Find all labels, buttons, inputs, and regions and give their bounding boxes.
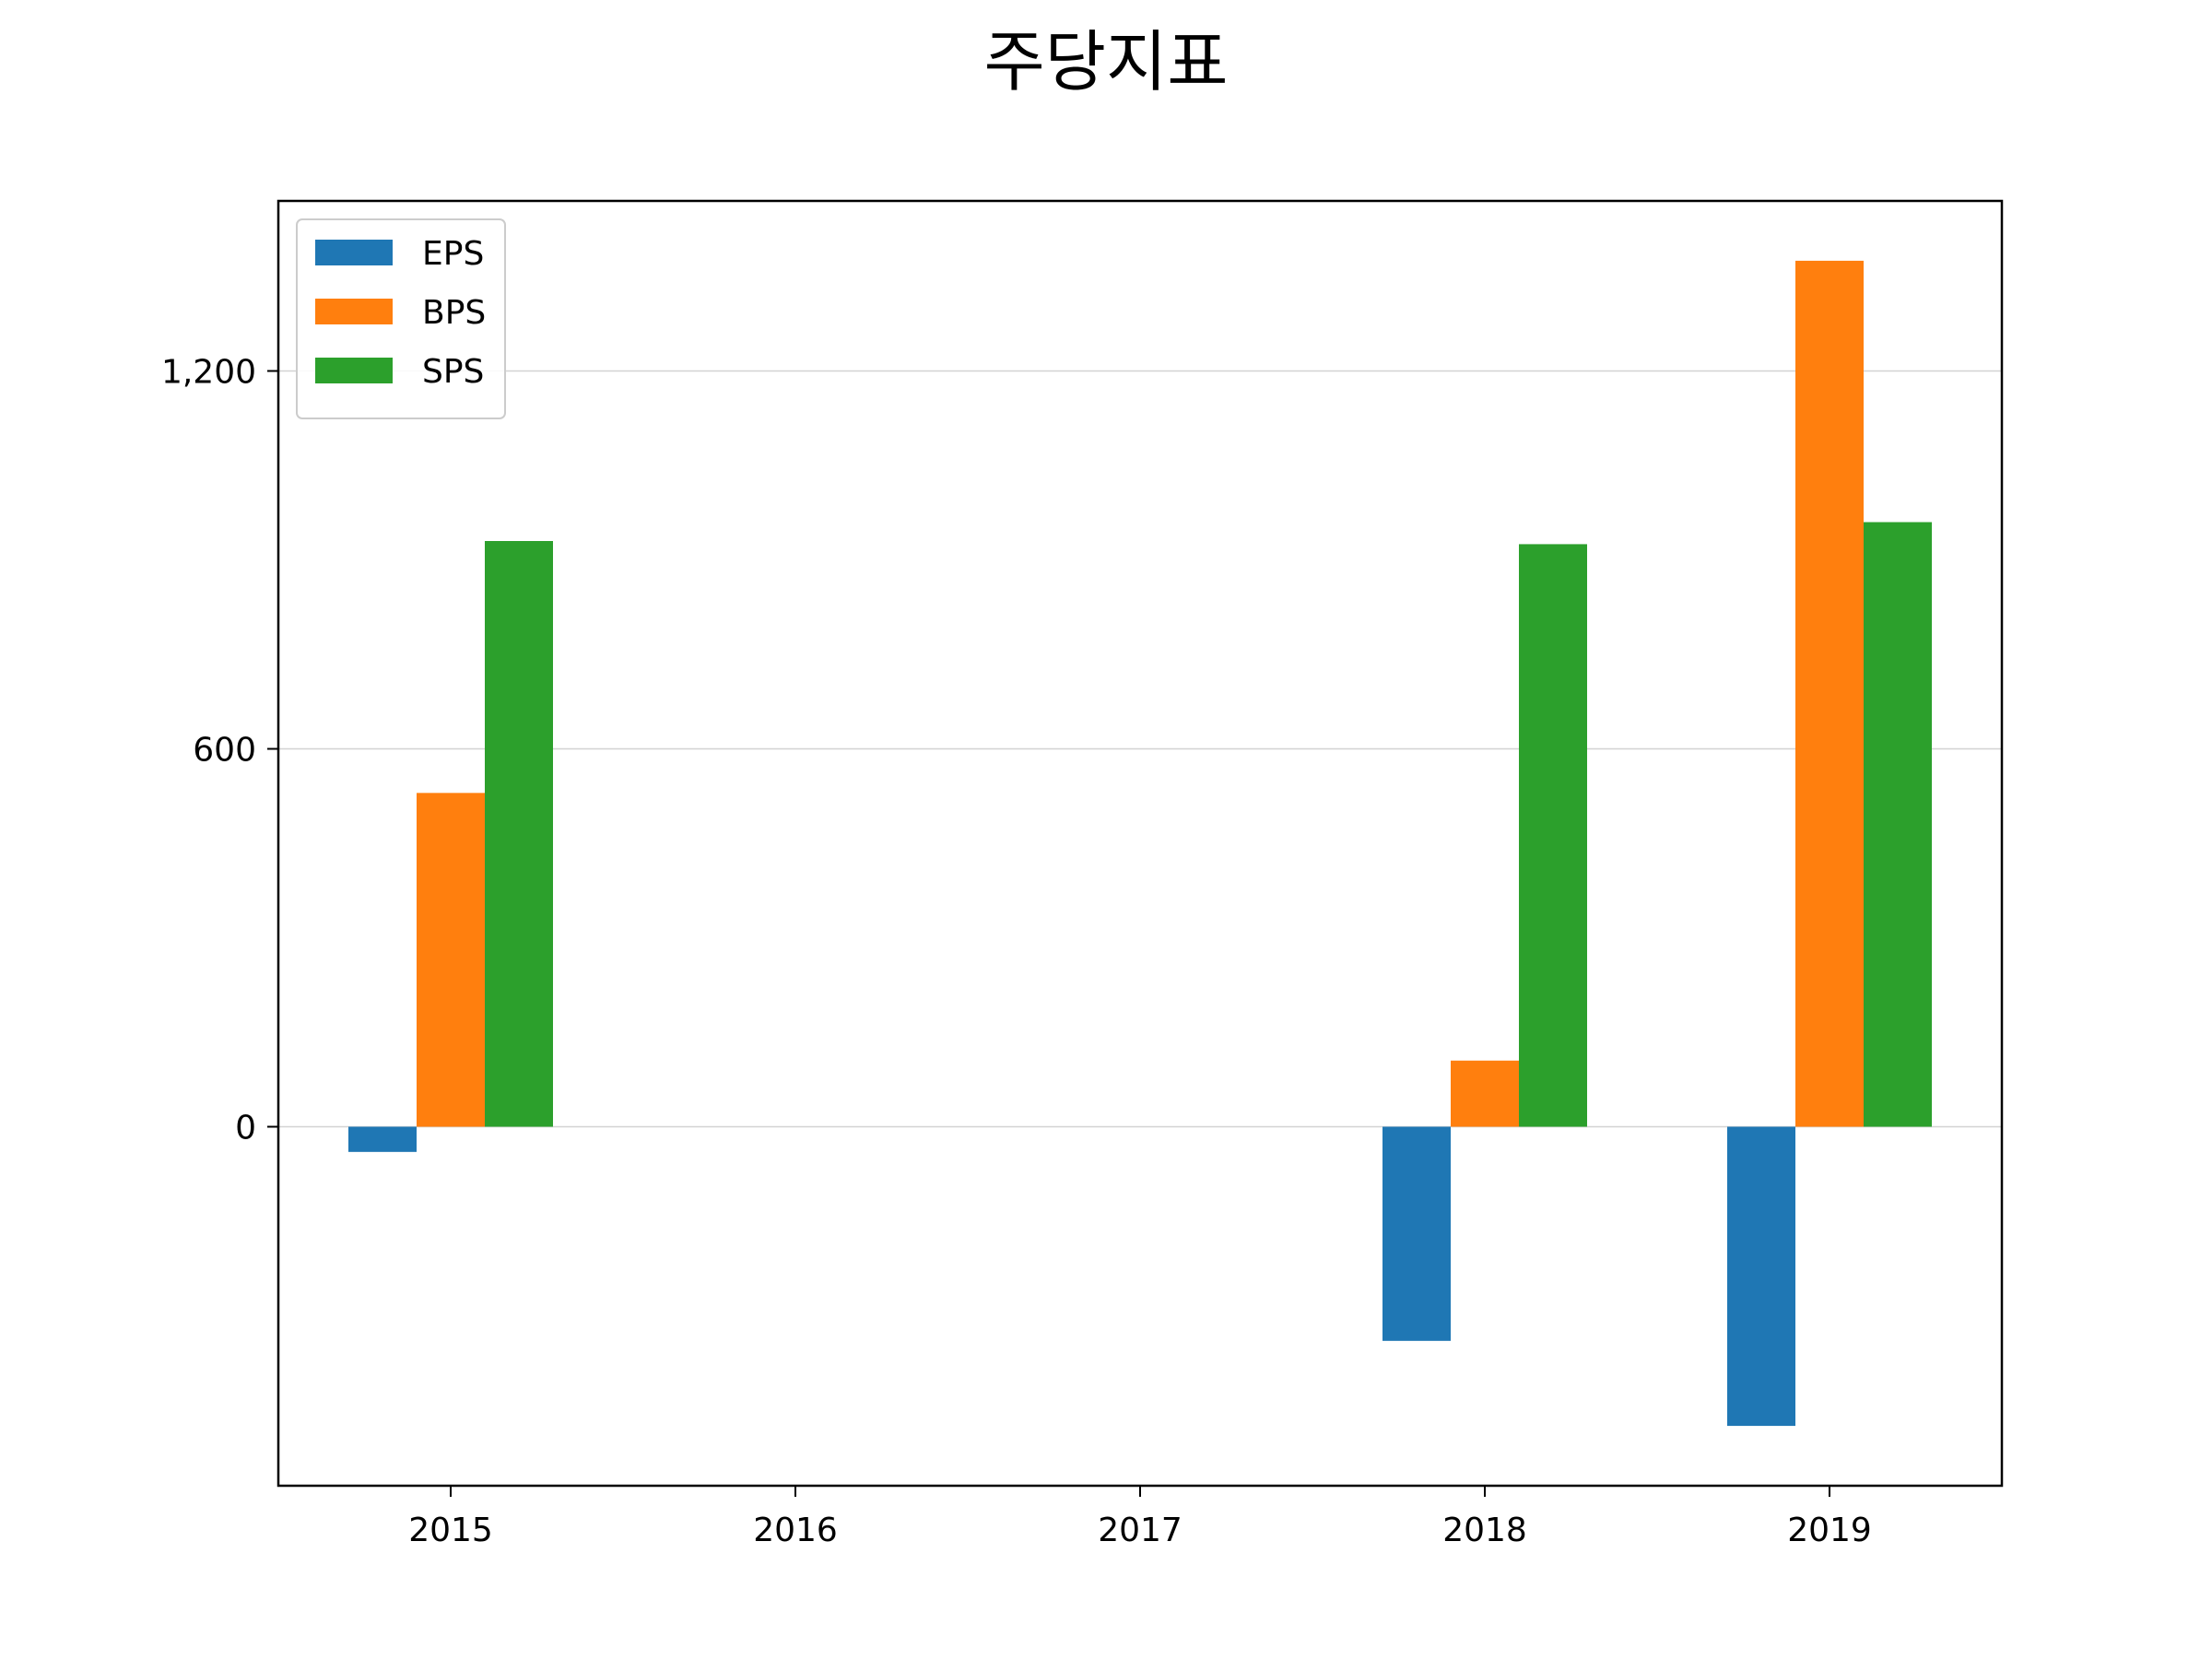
x-tick-label: 2019 <box>1787 1512 1872 1549</box>
bar-sps-2015 <box>485 541 553 1127</box>
x-tick-label: 2017 <box>1098 1512 1182 1549</box>
y-axis: 0 600 1,200 <box>161 354 278 1147</box>
x-tick-label: 2015 <box>408 1512 493 1549</box>
bar-sps-2019 <box>1864 523 1932 1127</box>
bars <box>348 261 1932 1426</box>
legend-label-bps: BPS <box>422 294 486 332</box>
legend-label-eps: EPS <box>422 235 484 273</box>
x-axis: 2015 2016 2017 2018 2019 <box>408 1486 1872 1549</box>
legend-swatch-eps <box>315 240 393 265</box>
legend-swatch-bps <box>315 299 393 324</box>
legend-label-sps: SPS <box>422 353 484 391</box>
legend-swatch-sps <box>315 358 393 383</box>
legend: EPS BPS SPS <box>297 219 505 418</box>
bar-bps-2015 <box>417 793 485 1126</box>
chart-title: 주당지표 <box>984 23 1229 100</box>
x-tick-label: 2016 <box>753 1512 838 1549</box>
bar-bps-2019 <box>1795 261 1864 1127</box>
x-tick-label: 2018 <box>1442 1512 1527 1549</box>
bar-eps-2015 <box>348 1127 417 1152</box>
bar-eps-2018 <box>1382 1127 1451 1341</box>
y-tick-label: 1,200 <box>161 354 256 392</box>
y-tick-label: 0 <box>235 1110 256 1147</box>
bar-bps-2018 <box>1451 1061 1519 1127</box>
bar-sps-2018 <box>1519 544 1587 1126</box>
y-tick-label: 600 <box>193 732 256 770</box>
bar-eps-2019 <box>1727 1127 1795 1427</box>
